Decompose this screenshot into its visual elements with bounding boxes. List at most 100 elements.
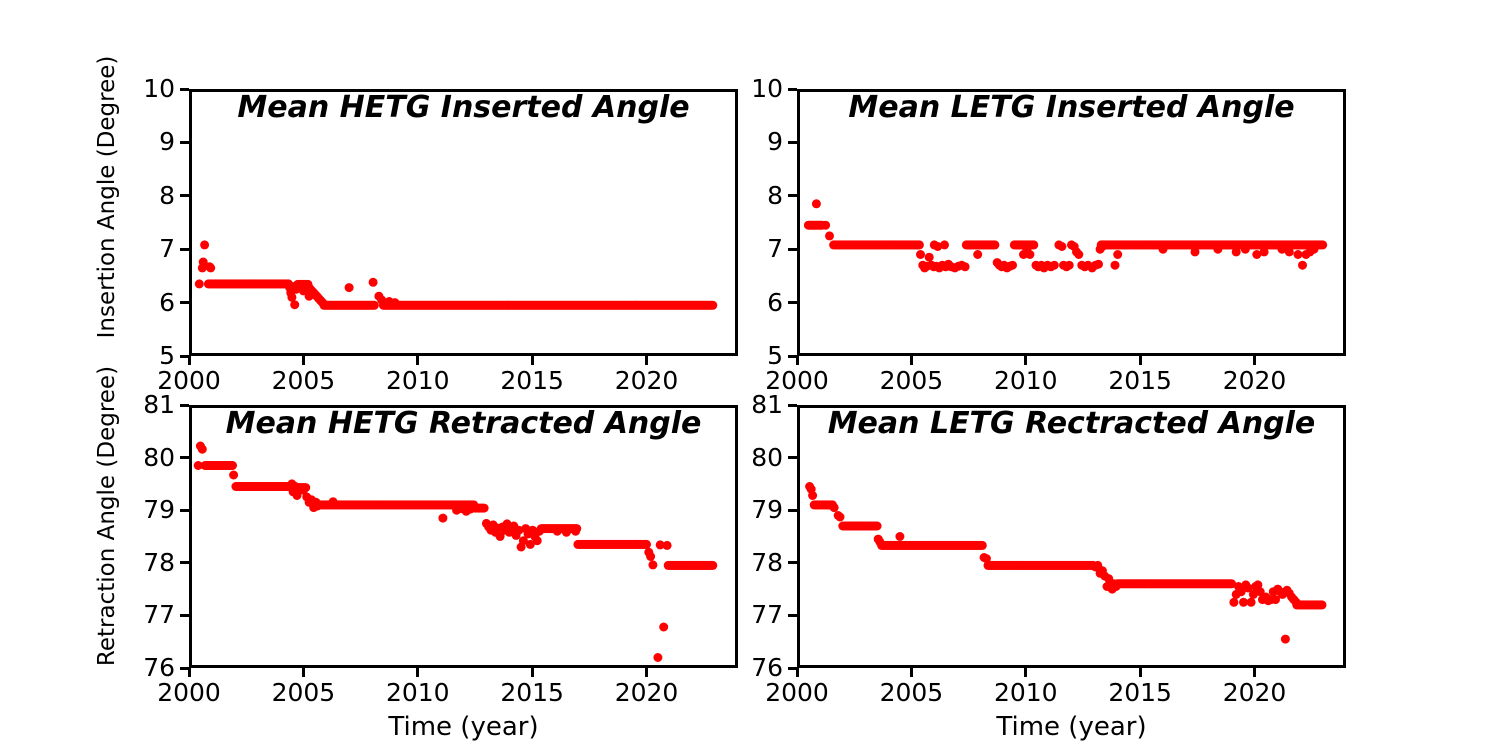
data-point [1097, 242, 1107, 251]
x-tick-label: 2010 [993, 366, 1058, 395]
y-tick-mark [180, 194, 189, 198]
y-tick-mark [788, 194, 797, 198]
y-tick-mark [180, 561, 189, 565]
x-tick-mark [301, 668, 305, 677]
data-point [197, 444, 207, 454]
y-tick-label: 9 [159, 127, 175, 157]
x-tick-mark [416, 668, 420, 677]
data-point [924, 252, 934, 262]
data-point [1231, 247, 1241, 257]
plot-title-hetg-retracted: Mean HETG Retracted Angle [225, 406, 702, 441]
data-point [1236, 587, 1246, 597]
y-tick-label: 77 [751, 600, 783, 630]
data-point [872, 521, 882, 531]
data-point [228, 461, 237, 470]
x-tick-label: 2000 [765, 678, 829, 707]
data-point [811, 199, 821, 209]
subplot-mean-letg-rectracted-angle: Mean LETG Rectracted Angle 2000 2005 2010 2… [751, 390, 1346, 707]
data-point [825, 231, 834, 241]
data-point [298, 485, 308, 495]
data-point [1309, 244, 1319, 254]
scatter-canvas-hetg-inserted [194, 240, 718, 310]
data-point [1280, 634, 1290, 644]
data-point [914, 240, 924, 250]
y-tick-label: 81 [143, 390, 175, 419]
data-point [1029, 240, 1039, 250]
y-tick-label: 79 [751, 495, 783, 525]
y-tick-label: 6 [767, 287, 783, 317]
y-tick-label: 9 [767, 127, 783, 157]
y-tick-label: 81 [751, 390, 783, 419]
x-tick-label: 2015 [500, 678, 564, 707]
data-point [655, 540, 665, 550]
y-tick-mark [180, 301, 189, 305]
y-tick-mark [788, 140, 797, 144]
data-point [662, 540, 672, 550]
data-point [990, 240, 1000, 250]
axes-frame [797, 89, 1346, 356]
data-point [1025, 250, 1035, 259]
data-point [194, 279, 204, 289]
data-point [960, 262, 970, 272]
data-point [1255, 587, 1265, 597]
data-point [287, 292, 297, 302]
data-point [1074, 250, 1084, 259]
y-tick-mark [180, 456, 189, 460]
x-tick-mark [187, 668, 191, 677]
y-tick-mark [788, 613, 797, 617]
data-point [708, 300, 718, 310]
x-tick-mark [301, 356, 305, 365]
x-tick-mark [909, 668, 913, 677]
x-tick-label: 2015 [1108, 366, 1172, 395]
x-tick-label: 2005 [879, 678, 944, 707]
data-point [821, 220, 831, 230]
data-point [646, 552, 656, 561]
data-point [940, 240, 949, 250]
data-point [1253, 580, 1263, 590]
data-point [193, 461, 203, 470]
x-tick-label: 2020 [1222, 366, 1287, 395]
y-tick-mark [180, 247, 189, 251]
x-axis-label-right: Time (year) [996, 712, 1147, 742]
data-point [301, 283, 311, 293]
x-tick-label: 2015 [1108, 678, 1172, 707]
data-point [933, 242, 943, 251]
data-point [642, 539, 651, 549]
x-tick-label: 2020 [614, 366, 679, 395]
x-tick-label: 2000 [765, 366, 829, 395]
x-tick-mark [1138, 668, 1142, 677]
data-point [829, 503, 839, 513]
data-point [1284, 247, 1294, 257]
subplot-mean-hetg-inserted-angle: Mean HETG Inserted Angle 2000 2005 2010 201… [143, 74, 738, 395]
x-tick-mark [1024, 356, 1028, 365]
data-point [659, 622, 669, 632]
data-point [514, 525, 524, 535]
y-tick-label: 78 [143, 547, 175, 577]
data-point [1064, 260, 1074, 270]
data-point [495, 532, 505, 541]
x-tick-label: 2005 [271, 678, 336, 707]
x-tick-label: 2010 [385, 678, 450, 707]
data-point [290, 482, 300, 491]
y-tick-label: 5 [767, 341, 783, 370]
data-point [304, 291, 314, 301]
data-point [1227, 579, 1237, 589]
data-point [1246, 597, 1256, 607]
x-tick-label: 2010 [385, 366, 450, 395]
data-point [1240, 244, 1250, 254]
subplot-mean-letg-inserted-angle: Mean LETG Inserted Angle 2000 2005 2010 201… [751, 74, 1346, 395]
y-tick-label: 79 [143, 495, 175, 525]
y-tick-label: 8 [159, 180, 175, 210]
data-point [895, 532, 905, 541]
data-point [1111, 582, 1121, 591]
data-point [1252, 250, 1262, 259]
data-point [981, 554, 991, 564]
x-tick-label: 2020 [1222, 678, 1287, 707]
x-tick-label: 2005 [879, 366, 944, 395]
y-tick-mark [180, 87, 189, 91]
data-point [808, 491, 818, 500]
data-point [1229, 597, 1239, 607]
axes-frame [189, 89, 738, 356]
x-tick-mark [1138, 356, 1142, 365]
